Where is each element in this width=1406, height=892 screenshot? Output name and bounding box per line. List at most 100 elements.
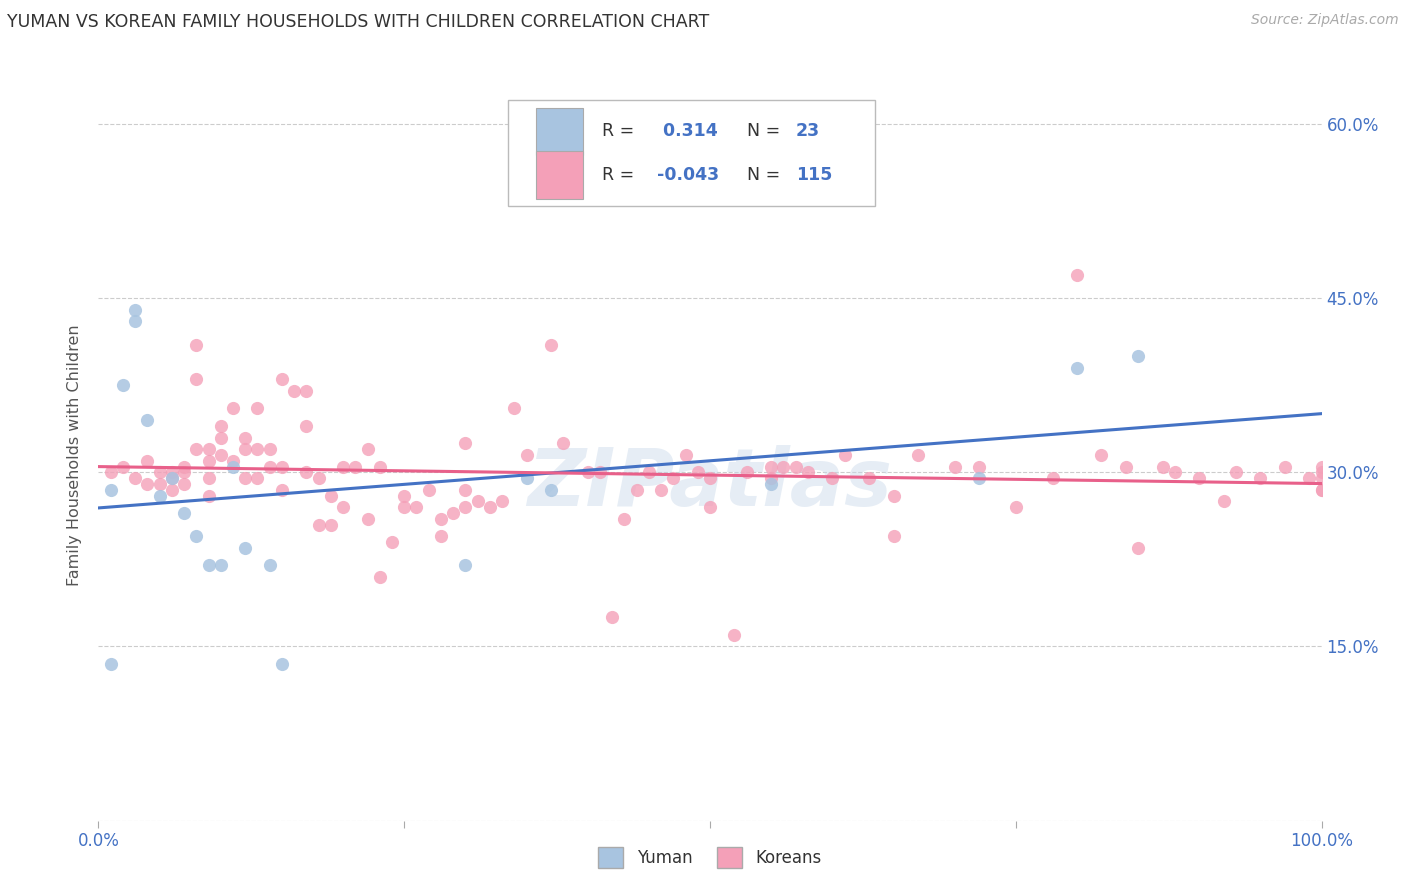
Point	[1212, 494, 1234, 508]
Point	[1164, 466, 1187, 480]
Text: N =: N =	[747, 166, 786, 184]
Point	[186, 529, 208, 543]
Point	[173, 459, 195, 474]
Point	[441, 506, 464, 520]
Point	[515, 471, 537, 485]
Point	[270, 657, 294, 671]
Point	[308, 471, 330, 485]
Point	[392, 500, 416, 515]
Point	[1128, 541, 1150, 555]
Point	[613, 512, 636, 526]
Point	[136, 454, 159, 468]
Point	[430, 529, 453, 543]
Point	[675, 448, 697, 462]
Point	[136, 477, 159, 491]
Y-axis label: Family Households with Children: Family Households with Children	[67, 324, 83, 586]
Point	[1128, 349, 1150, 363]
Point	[797, 466, 820, 480]
Point	[1115, 459, 1137, 474]
Point	[392, 489, 416, 503]
Point	[761, 477, 783, 491]
Point	[332, 500, 354, 515]
Point	[430, 512, 453, 526]
Point	[1310, 483, 1333, 497]
Point	[785, 459, 807, 474]
Point	[1298, 471, 1320, 485]
Point	[209, 430, 232, 444]
Point	[589, 466, 612, 480]
Point	[173, 466, 195, 480]
Point	[553, 436, 575, 450]
Point	[111, 378, 134, 392]
Point	[883, 529, 905, 543]
Point	[454, 558, 477, 573]
Text: R =: R =	[602, 122, 640, 140]
Point	[344, 459, 367, 474]
Point	[576, 466, 599, 480]
Point	[356, 512, 378, 526]
Point	[1090, 448, 1112, 462]
Point	[233, 471, 256, 485]
Point	[246, 401, 269, 416]
Text: 23: 23	[796, 122, 820, 140]
Point	[246, 471, 269, 485]
Point	[160, 483, 183, 497]
Point	[368, 459, 391, 474]
Point	[1066, 268, 1088, 282]
Point	[246, 442, 269, 456]
Point	[1274, 459, 1296, 474]
Point	[149, 477, 172, 491]
Point	[259, 558, 281, 573]
Point	[1225, 466, 1247, 480]
Point	[233, 430, 256, 444]
FancyBboxPatch shape	[508, 100, 875, 206]
Point	[100, 466, 122, 480]
Point	[197, 489, 219, 503]
Point	[626, 483, 648, 497]
Point	[124, 471, 146, 485]
Point	[1310, 471, 1333, 485]
Point	[283, 384, 305, 398]
Point	[1310, 483, 1333, 497]
Point	[478, 500, 501, 515]
Point	[197, 558, 219, 573]
Point	[967, 471, 990, 485]
Text: YUMAN VS KOREAN FAMILY HOUSEHOLDS WITH CHILDREN CORRELATION CHART: YUMAN VS KOREAN FAMILY HOUSEHOLDS WITH C…	[7, 13, 709, 31]
Point	[259, 459, 281, 474]
Text: N =: N =	[747, 122, 786, 140]
Text: 115: 115	[796, 166, 832, 184]
Point	[650, 483, 672, 497]
Point	[699, 500, 721, 515]
Point	[943, 459, 966, 474]
FancyBboxPatch shape	[536, 151, 583, 199]
Point	[111, 459, 134, 474]
Point	[735, 466, 758, 480]
Point	[540, 483, 562, 497]
Point	[723, 628, 745, 642]
Point	[515, 448, 537, 462]
Point	[270, 483, 294, 497]
Point	[209, 448, 232, 462]
Point	[1152, 459, 1174, 474]
Point	[259, 442, 281, 456]
Point	[761, 471, 783, 485]
Legend: Yuman, Koreans: Yuman, Koreans	[592, 841, 828, 874]
FancyBboxPatch shape	[536, 108, 583, 155]
Point	[405, 500, 427, 515]
Point	[270, 459, 294, 474]
Point	[173, 477, 195, 491]
Point	[319, 517, 342, 532]
Point	[1066, 360, 1088, 375]
Point	[197, 442, 219, 456]
Point	[149, 489, 172, 503]
Point	[883, 489, 905, 503]
Point	[209, 418, 232, 433]
Point	[149, 466, 172, 480]
Point	[600, 610, 623, 624]
Point	[858, 471, 880, 485]
Point	[638, 466, 661, 480]
Point	[160, 471, 183, 485]
Point	[454, 483, 477, 497]
Point	[907, 448, 929, 462]
Point	[186, 372, 208, 386]
